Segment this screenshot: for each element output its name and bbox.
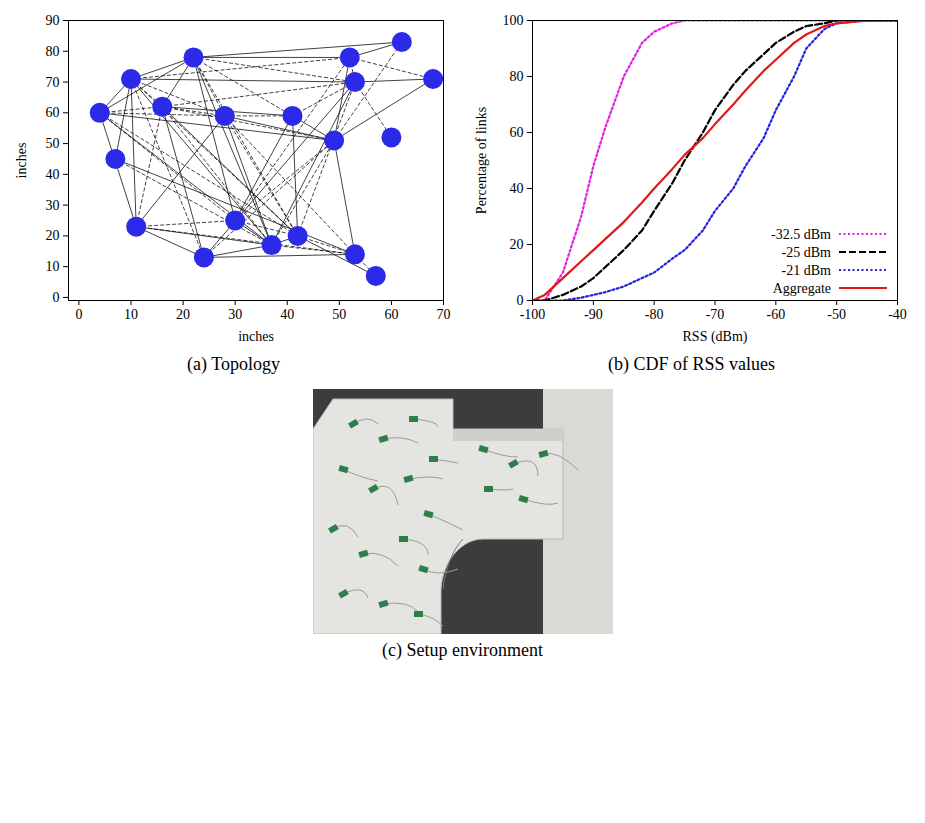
svg-text:-60: -60 bbox=[766, 307, 785, 322]
html-text:(b) CDF of RSS values: (b) CDF of RSS values bbox=[608, 354, 775, 374]
svg-text:Aggregate: Aggregate bbox=[773, 281, 831, 296]
svg-text:-90: -90 bbox=[584, 307, 603, 322]
svg-text:100: 100 bbox=[503, 13, 524, 28]
svg-text:0: 0 bbox=[53, 290, 60, 305]
svg-text:-25 dBm: -25 dBm bbox=[782, 245, 832, 260]
svg-text:inches: inches bbox=[238, 329, 274, 344]
svg-text:10: 10 bbox=[46, 259, 60, 274]
svg-text:-32.5 dBm: -32.5 dBm bbox=[771, 227, 831, 242]
svg-text:-100: -100 bbox=[520, 307, 546, 322]
svg-text:Percentage of links: Percentage of links bbox=[474, 107, 489, 214]
svg-text:60: 60 bbox=[46, 105, 60, 120]
svg-text:inches: inches bbox=[14, 143, 29, 179]
svg-text:50: 50 bbox=[332, 307, 346, 322]
svg-text:80: 80 bbox=[510, 69, 524, 84]
svg-text:0: 0 bbox=[517, 293, 524, 308]
svg-text:70: 70 bbox=[46, 75, 60, 90]
svg-text:-50: -50 bbox=[827, 307, 846, 322]
html-text:(a) Topology: (a) Topology bbox=[187, 354, 280, 374]
svg-text:20: 20 bbox=[510, 237, 524, 252]
html-text:(c) Setup environment: (c) Setup environment bbox=[382, 640, 543, 660]
svg-text:60: 60 bbox=[510, 125, 524, 140]
svg-text:30: 30 bbox=[46, 198, 60, 213]
svg-text:50: 50 bbox=[46, 136, 60, 151]
svg-text:-40: -40 bbox=[888, 307, 907, 322]
svg-text:40: 40 bbox=[280, 307, 294, 322]
svg-text:10: 10 bbox=[124, 307, 138, 322]
svg-text:-70: -70 bbox=[706, 307, 725, 322]
svg-text:80: 80 bbox=[46, 44, 60, 59]
svg-text:40: 40 bbox=[510, 181, 524, 196]
svg-text:40: 40 bbox=[46, 167, 60, 182]
svg-text:30: 30 bbox=[228, 307, 242, 322]
svg-text:90: 90 bbox=[46, 13, 60, 28]
svg-text:-21 dBm: -21 dBm bbox=[782, 263, 832, 278]
svg-text:60: 60 bbox=[384, 307, 398, 322]
svg-text:RSS (dBm): RSS (dBm) bbox=[683, 329, 748, 345]
svg-text:0: 0 bbox=[75, 307, 82, 322]
svg-text:-80: -80 bbox=[645, 307, 664, 322]
svg-text:20: 20 bbox=[176, 307, 190, 322]
svg-text:70: 70 bbox=[437, 307, 451, 322]
svg-text:20: 20 bbox=[46, 228, 60, 243]
